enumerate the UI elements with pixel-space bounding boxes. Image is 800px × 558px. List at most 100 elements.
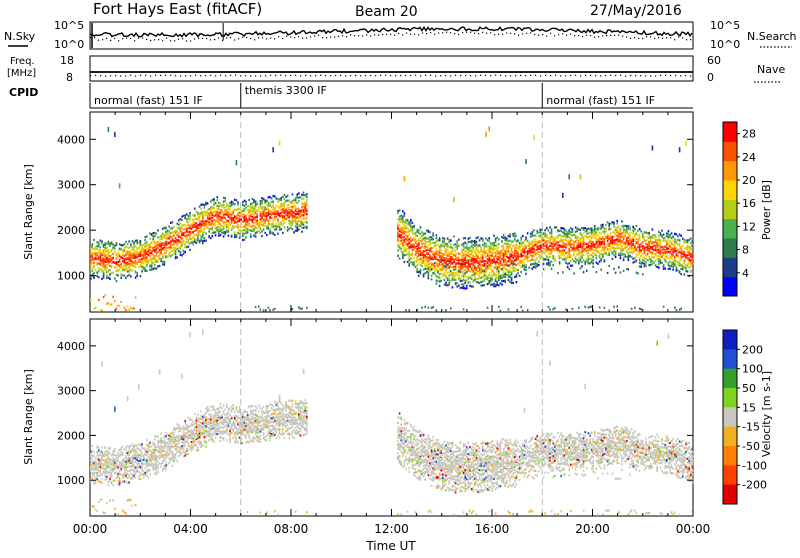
power-echo-cell [192,214,194,216]
power-echo-cell [524,252,526,254]
power-echo-cell [567,240,569,242]
power-echo-cell [548,237,550,239]
power-echo-cell [271,223,273,225]
power-echo-cell [461,244,463,246]
power-echo-cell [629,232,631,234]
power-echo-cell [98,241,100,243]
power-echo-cell [93,258,95,260]
power-echo-cell [298,210,300,212]
power-echo-cell [303,211,305,213]
power-echo-cell [140,264,142,266]
power-echo-cell [480,254,482,256]
power-echo-cell [248,205,250,207]
power-echo-cell [106,254,108,256]
power-echo-cell [471,245,473,247]
power-echo-cell [653,237,655,239]
power-echo-cell [172,238,174,240]
power-echo-cell [436,250,438,252]
power-echo-cell [615,229,617,231]
power-echo-cell [431,275,433,277]
power-echo-cell [525,236,527,238]
power-echo-cell [416,260,418,262]
power-echo-cell [245,230,247,232]
power-echo-cell [186,246,188,248]
power-echo-cell [468,251,470,253]
power-echo-cell [583,241,585,243]
velocity-echo-cell [100,451,102,453]
nsearch-point [214,39,215,40]
power-echo-cell [144,242,146,244]
power-echo-cell [575,226,577,228]
power-echo-cell [612,247,614,249]
power-echo-cell [418,247,420,249]
power-echo-cell [540,229,542,231]
power-echo-cell [109,269,111,271]
power-echo-cell [668,236,670,238]
velocity-echo-cell [104,462,106,464]
power-echo-cell [296,196,298,198]
power-echo-cell [620,228,622,230]
power-echo-cell [463,271,465,273]
power-echo-cell [132,269,134,271]
power-echo-cell [295,226,297,228]
nave-point [105,75,106,76]
power-echo-cell [575,241,577,243]
power-echo-cell [223,214,225,216]
power-echo-cell [580,258,582,260]
power-echo-cell [236,209,238,211]
power-echo-cell [629,251,631,253]
power-echo-cell [156,245,158,247]
nsearch-point [610,35,611,36]
power-echo-cell [399,209,401,211]
power-echo-cell [428,260,430,262]
power-echo-cell [562,249,564,251]
power-echo-cell [616,243,618,245]
power-echo-cell [207,212,209,214]
power-echo-cell [122,260,124,262]
velocity-echo-cell [106,450,108,452]
power-echo-cell [519,261,521,263]
power-echo-cell [445,251,447,253]
power-echo-cell [544,240,546,242]
nsearch-point [238,38,239,39]
power-echo-cell [522,242,524,244]
power-echo-cell [644,236,646,238]
power-echo-cell [437,263,439,265]
power-echo-cell [634,261,636,263]
power-echo-cell [224,224,226,226]
power-echo-cell [636,247,638,249]
power-echo-cell [175,256,177,258]
power-echo-cell [535,259,537,261]
power-echo-cell [176,230,178,232]
power-echo-cell [477,278,479,280]
power-echo-cell [628,228,630,230]
power-echo-cell [183,242,185,244]
power-echo-cell [412,243,414,245]
cpid-label: CPID [9,86,38,99]
power-echo-cell [592,235,594,237]
power-echo-cell [234,226,236,228]
power-echo-cell [455,272,457,274]
power-echo-cell [181,231,183,233]
power-echo-cell [306,202,308,204]
power-echo-cell [578,257,580,259]
nave-point [405,75,406,76]
power-echo-cell [660,253,662,255]
power-echo-cell [213,204,215,206]
power-echo-cell [580,238,582,240]
power-echo-cell [520,239,522,241]
power-echo-cell [266,215,268,217]
power-echo-cell [256,213,258,215]
power-echo-cell [284,218,286,220]
power-echo-cell [458,259,460,261]
power-echo-cell [109,278,111,280]
power-echo-cell [122,253,124,255]
power-echo-cell [528,250,530,252]
nave-point [355,75,356,76]
power-echo-cell [108,241,110,243]
power-echo-cell [615,256,617,258]
power-echo-cell [592,262,594,264]
power-echo-cell [181,227,183,229]
power-echo-cell [109,260,111,262]
power-echo-cell [261,230,263,232]
